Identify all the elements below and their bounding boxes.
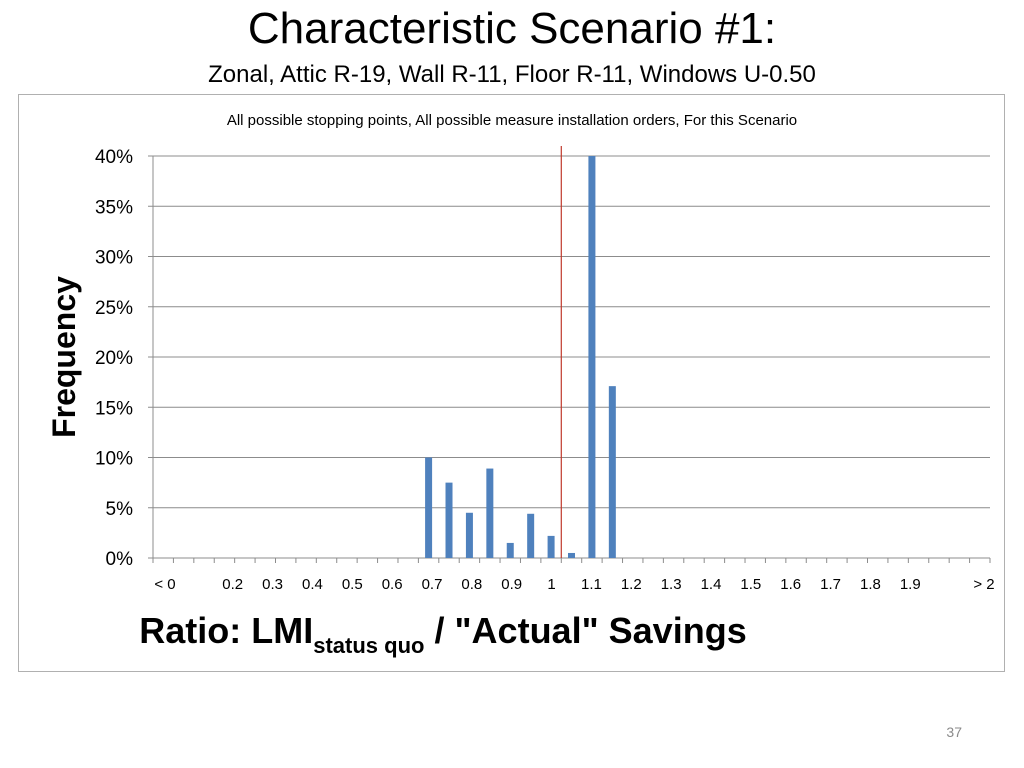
x-tick-label: 0.9 xyxy=(501,576,522,593)
bar xyxy=(527,513,535,558)
x-tick-label: 0.7 xyxy=(422,576,443,593)
x-tick-label: 0.2 xyxy=(222,576,243,593)
y-tick-label: 40% xyxy=(95,147,133,168)
y-tick-label: 0% xyxy=(106,549,134,570)
bar xyxy=(608,386,616,558)
bar xyxy=(425,457,433,558)
x-axis-label: Ratio: LMIstatus quo / "Actual" Savings xyxy=(139,610,746,658)
bar xyxy=(445,482,453,558)
bar xyxy=(506,542,514,558)
page-number: 37 xyxy=(946,724,962,740)
x-tick-label: 1.7 xyxy=(820,576,841,593)
y-tick-label: 20% xyxy=(95,348,133,369)
bar xyxy=(486,468,494,558)
x-tick-label: 1.4 xyxy=(701,576,722,593)
x-tick-label: 1.3 xyxy=(661,576,682,593)
x-tick-label: 0.6 xyxy=(382,576,403,593)
x-axis-ticks: < 0 0.2 0.3 0.4 0.5 0.6 0.7 0.8 0.9 1 1.1 1.2 1.3 1.4… xyxy=(152,558,995,593)
y-tick-label: 35% xyxy=(95,197,133,218)
x-tick-label: 0.5 xyxy=(342,576,363,593)
bar xyxy=(588,156,596,558)
bars xyxy=(425,156,616,558)
x-tick-label: 1 xyxy=(547,576,555,593)
x-tick-label: 1.8 xyxy=(860,576,881,593)
x-axis-label-suffix: / "Actual" Savings xyxy=(424,610,746,651)
x-tick-label: 0.8 xyxy=(461,576,482,593)
bar xyxy=(547,535,555,558)
x-tick-label: 1.5 xyxy=(740,576,761,593)
bar xyxy=(568,552,575,558)
y-axis-ticks: 0% 5% 10% 15% 20% 25% 30% 35% 40% xyxy=(95,147,153,570)
x-tick-label: 0.4 xyxy=(302,576,323,593)
chart-frame: All possible stopping points, All possib… xyxy=(18,94,1005,672)
bar xyxy=(465,512,473,558)
x-tick-label: 1.6 xyxy=(780,576,801,593)
histogram-chart: All possible stopping points, All possib… xyxy=(46,112,995,658)
x-tick-label: 0.3 xyxy=(262,576,283,593)
gridlines xyxy=(152,155,990,559)
y-tick-label: 15% xyxy=(95,398,133,419)
x-tick-label: 1.1 xyxy=(581,576,602,593)
x-axis-label-main: Ratio: LMI xyxy=(139,610,313,651)
y-tick-label: 5% xyxy=(106,499,134,520)
slide-subtitle: Zonal, Attic R-19, Wall R-11, Floor R-11… xyxy=(208,61,816,88)
x-tick-label: > 2 xyxy=(973,576,994,593)
y-axis-label: Frequency xyxy=(46,276,82,438)
x-axis-label-subscript: status quo xyxy=(313,633,424,658)
slide-title: Characteristic Scenario #1: xyxy=(247,4,777,53)
x-tick-label: 1.9 xyxy=(900,576,921,593)
y-tick-label: 10% xyxy=(95,449,133,470)
chart-title: All possible stopping points, All possib… xyxy=(227,112,797,129)
y-tick-label: 30% xyxy=(95,248,133,269)
x-tick-label: 1.2 xyxy=(621,576,642,593)
x-tick-label: < 0 xyxy=(154,576,175,593)
y-tick-label: 25% xyxy=(95,298,133,319)
